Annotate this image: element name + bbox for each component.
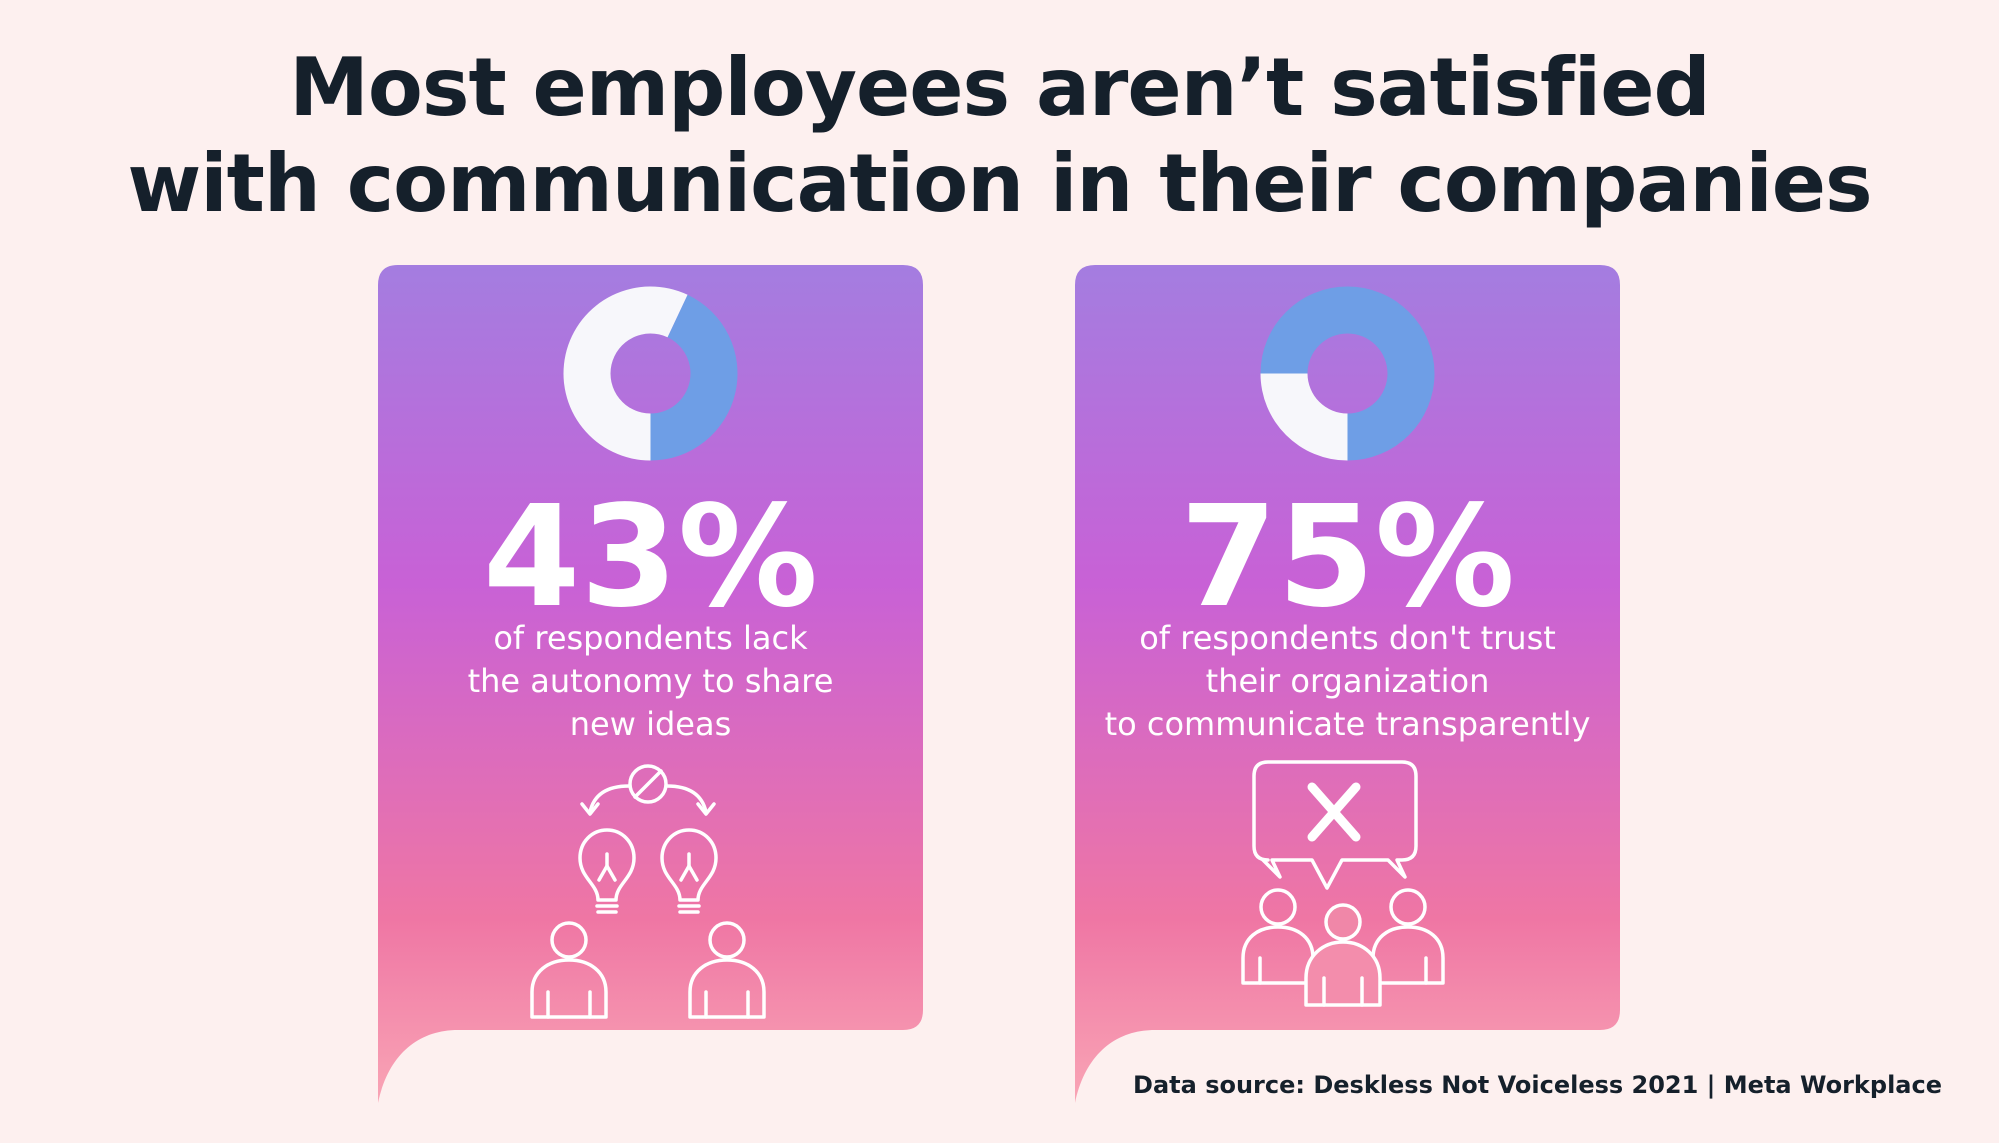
- stat-card-transparency: 75% of respondents don't trust their org…: [1075, 265, 1620, 1105]
- description-line: their organization: [1205, 662, 1490, 700]
- description-line: new ideas: [569, 705, 732, 743]
- data-source-note: Data source: Deskless Not Voiceless 2021…: [1133, 1071, 1942, 1099]
- lightbulb-ideas-blocked-icon: [530, 764, 766, 1019]
- description-line: of respondents lack: [493, 619, 808, 657]
- stat-description: of respondents lack the autonomy to shar…: [378, 617, 923, 746]
- card-speech-bubble: [1075, 265, 1620, 1103]
- stat-percent: 75%: [1179, 476, 1516, 639]
- donut-slice-highlight: [650, 294, 738, 461]
- description-line: to communicate transparently: [1104, 705, 1591, 743]
- description-line: the autonomy to share: [467, 662, 834, 700]
- donut-slice-rest: [1260, 373, 1348, 461]
- stat-percent: 43%: [482, 476, 819, 639]
- stat-card-autonomy: 43% of respondents lack the autonomy to …: [378, 265, 923, 1105]
- title-line-2: with communication in their companies: [127, 137, 1872, 230]
- donut-chart-43: [563, 286, 738, 461]
- page-title: Most employees aren’t satisfied with com…: [0, 40, 1999, 232]
- stat-description: of respondents don't trust their organiz…: [1075, 617, 1620, 746]
- donut-slice-highlight: [1260, 286, 1435, 461]
- title-line-1: Most employees aren’t satisfied: [289, 41, 1710, 134]
- card-speech-bubble: [378, 265, 923, 1103]
- description-line: of respondents don't trust: [1139, 619, 1556, 657]
- donut-chart-75: [1260, 286, 1435, 461]
- group-distrust-speech-bubble-icon: [1241, 760, 1445, 1007]
- donut-slice-rest: [563, 286, 688, 461]
